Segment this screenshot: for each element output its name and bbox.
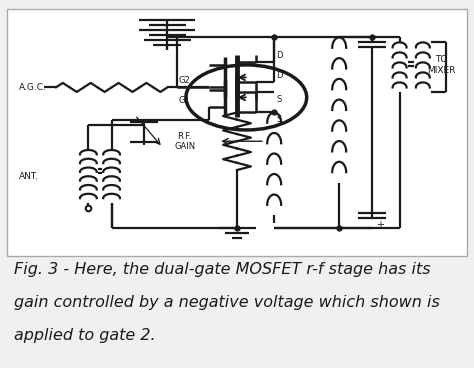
Text: G1: G1 [179, 96, 191, 105]
Text: D: D [276, 71, 283, 80]
Text: TO
MIXER: TO MIXER [427, 55, 456, 75]
Text: Fig. 3 - Here, the dual-gate MOSFET r-f stage has its: Fig. 3 - Here, the dual-gate MOSFET r-f … [14, 262, 431, 277]
Text: R.F.
GAIN: R.F. GAIN [174, 131, 195, 151]
Text: ANT.: ANT. [18, 172, 39, 181]
Text: S: S [276, 115, 282, 124]
Text: G2: G2 [179, 76, 191, 85]
Text: A.G.C.: A.G.C. [18, 83, 46, 92]
Text: S: S [276, 95, 282, 104]
Text: +: + [376, 220, 384, 230]
Text: applied to gate 2.: applied to gate 2. [14, 328, 155, 343]
Text: D: D [276, 51, 283, 60]
Text: gain controlled by a negative voltage which shown is: gain controlled by a negative voltage wh… [14, 295, 440, 310]
